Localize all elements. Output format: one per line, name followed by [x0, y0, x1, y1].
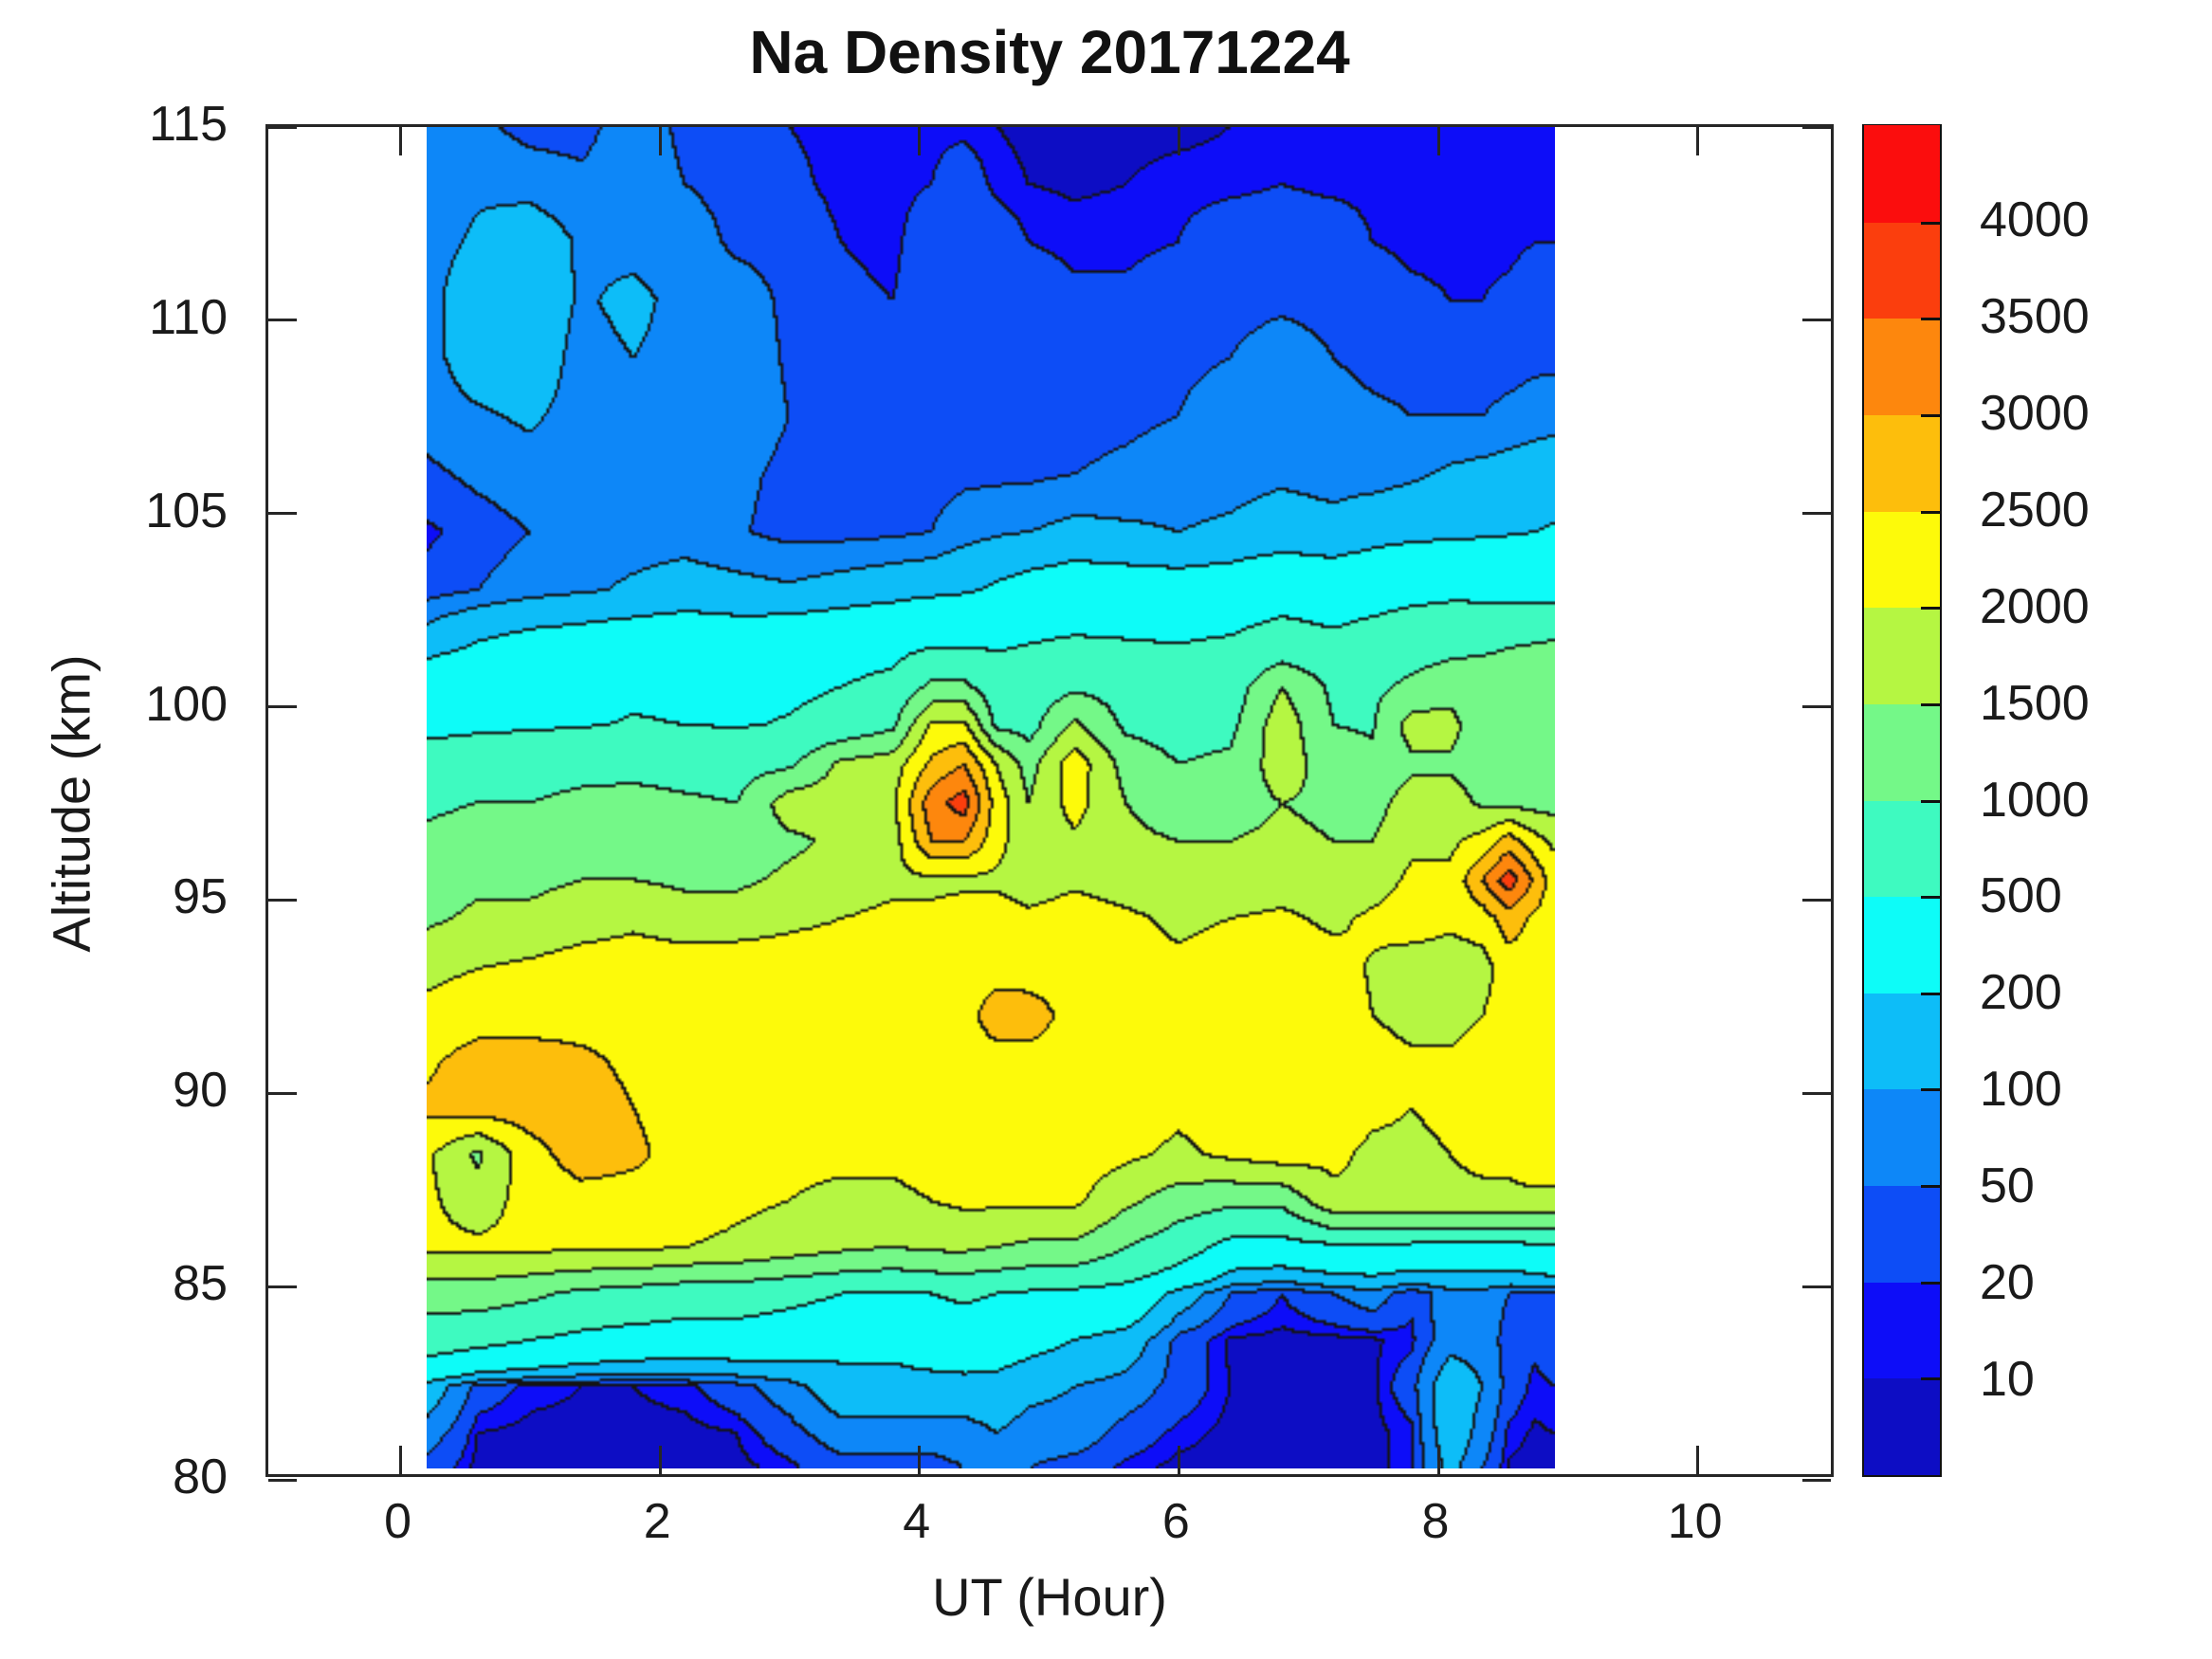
plot-area	[265, 124, 1834, 1482]
y-tick-mark	[268, 1478, 297, 1482]
x-tick-label: 4	[903, 1494, 931, 1549]
colorbar-segment	[1864, 1282, 1940, 1379]
y-tick-mark	[268, 1285, 297, 1288]
colorbar-segment	[1864, 318, 1940, 415]
colorbar-tick-mark	[1921, 1185, 1940, 1189]
y-tick-mark	[268, 319, 297, 322]
colorbar-tick-mark	[1921, 1377, 1940, 1381]
colorbar-segment	[1864, 1377, 1940, 1475]
x-tick-mark	[918, 1446, 922, 1474]
colorbar-tick-label: 3000	[1980, 385, 2090, 441]
colorbar-tick-label: 2500	[1980, 482, 2090, 538]
x-tick-mark	[1696, 1446, 1700, 1474]
colorbar-segment	[1864, 414, 1940, 512]
x-tick-mark	[1436, 127, 1440, 155]
x-axis-label: UT (Hour)	[932, 1567, 1167, 1627]
colorbar-tick-label: 100	[1980, 1062, 2062, 1118]
colorbar-tick-label: 1500	[1980, 675, 2090, 731]
y-tick-mark	[1802, 1285, 1831, 1288]
x-tick-mark	[1177, 127, 1180, 155]
colorbar-tick-mark	[1921, 413, 1940, 417]
colorbar-segment	[1864, 125, 1940, 223]
y-tick-label: 95	[173, 869, 228, 925]
x-tick-mark	[1696, 127, 1700, 155]
colorbar-segment	[1864, 896, 1940, 994]
colorbar-tick-mark	[1921, 702, 1940, 706]
y-tick-mark	[268, 125, 297, 129]
colorbar-tick-mark	[1921, 992, 1940, 995]
colorbar-segment	[1864, 799, 1940, 898]
colorbar-tick-label: 4000	[1980, 191, 2090, 247]
y-axis-label: Altitude (km)	[41, 654, 101, 953]
chart-title: Na Density 20171224	[749, 18, 1350, 86]
x-tick-mark	[918, 127, 922, 155]
colorbar-tick-mark	[1921, 510, 1940, 514]
colorbar-segment	[1864, 510, 1940, 609]
y-tick-label: 100	[145, 676, 228, 732]
colorbar-tick-mark	[1921, 221, 1940, 225]
x-tick-mark	[399, 1446, 403, 1474]
colorbar-tick-mark	[1921, 1281, 1940, 1285]
colorbar-segment	[1864, 1185, 1940, 1283]
x-tick-mark	[1436, 1446, 1440, 1474]
y-tick-label: 110	[149, 289, 228, 345]
colorbar-tick-label: 200	[1980, 965, 2062, 1021]
x-tick-mark	[658, 127, 662, 155]
colorbar-tick-label: 1000	[1980, 772, 2090, 828]
y-tick-label: 85	[173, 1256, 228, 1312]
y-tick-label: 90	[173, 1063, 228, 1119]
colorbar-tick-mark	[1921, 607, 1940, 611]
colorbar-segment	[1864, 703, 1940, 801]
colorbar-tick-label: 3500	[1980, 288, 2090, 344]
y-tick-mark	[268, 898, 297, 902]
contour-field	[426, 127, 1556, 1468]
y-tick-mark	[1802, 1091, 1831, 1095]
colorbar-tick-label: 20	[1980, 1255, 2035, 1311]
x-tick-label: 8	[1421, 1494, 1450, 1549]
y-tick-mark	[268, 512, 297, 516]
colorbar-tick-label: 500	[1980, 868, 2062, 924]
y-tick-mark	[1802, 512, 1831, 516]
colorbar-tick-mark	[1921, 896, 1940, 900]
colorbar-segment	[1864, 221, 1940, 319]
colorbar-tick-mark	[1921, 318, 1940, 321]
x-tick-mark	[658, 1446, 662, 1474]
y-tick-mark	[1802, 705, 1831, 709]
x-tick-mark	[399, 127, 403, 155]
y-tick-mark	[1802, 319, 1831, 322]
y-tick-label: 115	[149, 97, 228, 152]
colorbar-segment	[1864, 1088, 1940, 1187]
colorbar-tick-mark	[1921, 1088, 1940, 1092]
x-tick-label: 0	[384, 1494, 411, 1549]
x-tick-label: 10	[1667, 1494, 1723, 1549]
x-tick-mark	[1177, 1446, 1180, 1474]
colorbar-tick-label: 50	[1980, 1158, 2035, 1214]
colorbar-segment	[1864, 993, 1940, 1090]
colorbar-tick-label: 10	[1980, 1352, 2035, 1408]
x-tick-label: 2	[643, 1494, 671, 1549]
colorbar	[1862, 124, 1942, 1477]
y-tick-label: 105	[145, 483, 228, 538]
x-tick-label: 6	[1161, 1494, 1190, 1549]
y-tick-mark	[268, 705, 297, 709]
y-tick-label: 80	[173, 1449, 228, 1504]
y-tick-mark	[1802, 125, 1831, 129]
colorbar-segment	[1864, 607, 1940, 704]
colorbar-tick-mark	[1921, 799, 1940, 803]
y-tick-mark	[268, 1091, 297, 1095]
y-tick-mark	[1802, 898, 1831, 902]
colorbar-tick-label: 2000	[1980, 578, 2090, 634]
y-tick-mark	[1802, 1478, 1831, 1482]
